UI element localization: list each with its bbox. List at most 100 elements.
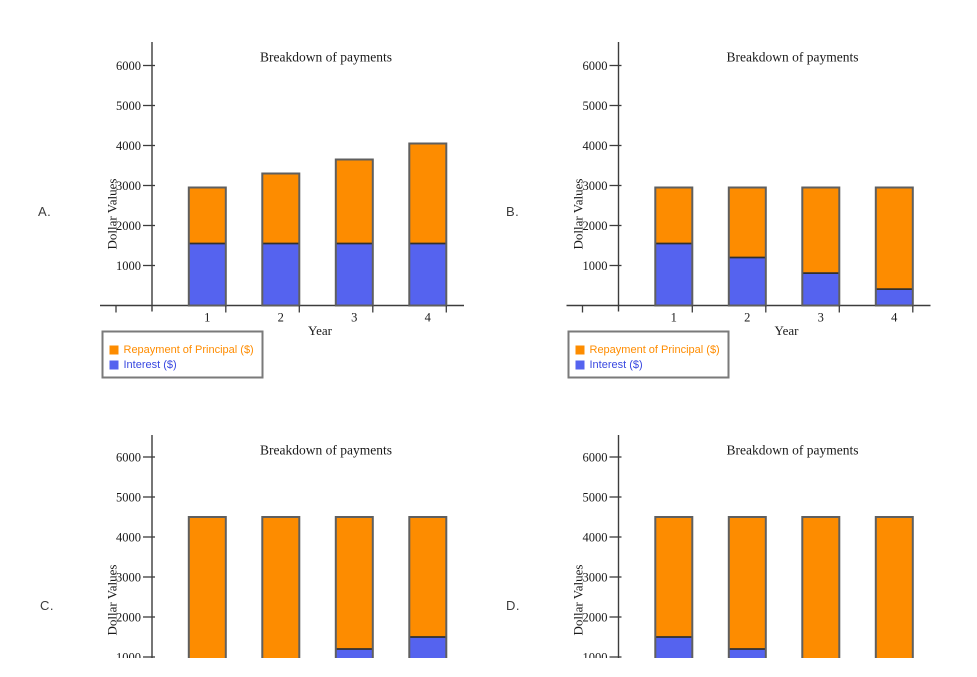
bar-B-year2-principal xyxy=(728,187,766,258)
y-tick-label: 3000 xyxy=(583,179,608,193)
x-tick-label: 3 xyxy=(351,311,357,325)
legend-box xyxy=(101,330,264,379)
y-axis-title: Dollar Values xyxy=(105,179,120,250)
legend-swatch xyxy=(109,360,119,370)
option-letter-b: B. xyxy=(506,204,520,219)
y-tick-label: 5000 xyxy=(116,99,141,113)
y-tick-label: 1000 xyxy=(116,651,141,665)
bar-B-year3-principal xyxy=(802,187,840,274)
legend-label: Repayment of Principal ($) xyxy=(124,344,254,356)
bar-C-year2-principal xyxy=(262,517,300,658)
bar-C-year3-interest xyxy=(335,649,373,658)
bar-A-year3-principal xyxy=(335,159,373,244)
legend-label: Interest ($) xyxy=(124,359,177,371)
legend-label: Interest ($) xyxy=(590,359,643,371)
bar-outline xyxy=(187,186,227,307)
bar-A-year1-interest xyxy=(188,243,226,306)
y-tick-label: 6000 xyxy=(116,451,141,465)
bar-C-year1-principal xyxy=(188,517,226,658)
chart-title: Breakdown of payments xyxy=(260,50,392,65)
y-tick-label: 4000 xyxy=(116,139,141,153)
bar-B-year1-principal xyxy=(655,187,693,244)
bar-A-year2-principal xyxy=(262,173,300,244)
legend-swatch xyxy=(109,345,119,355)
bar-outline xyxy=(874,516,914,658)
y-tick-label: 6000 xyxy=(116,59,141,73)
chart-A: Breakdown of payments 1000 2000 3000 4000 500… xyxy=(100,42,464,379)
bar-outline xyxy=(654,186,694,307)
chart-B: Breakdown of payments 1000 2000 3000 4000 500… xyxy=(566,42,931,379)
x-tick-label: 2 xyxy=(278,311,284,325)
legend-box xyxy=(567,330,730,379)
y-tick-label: 3000 xyxy=(116,571,141,585)
legend-swatch xyxy=(575,345,585,355)
y-tick-label: 5000 xyxy=(583,99,608,113)
bar-A-year1-principal xyxy=(188,187,226,244)
bar-A-year2-interest xyxy=(262,243,300,306)
bar-D-year4-principal xyxy=(875,517,913,658)
y-tick-label: 5000 xyxy=(116,491,141,505)
x-tick-label: 3 xyxy=(818,311,824,325)
bar-A-year4-interest xyxy=(409,243,447,306)
y-tick-label: 1000 xyxy=(583,651,608,665)
y-axis-title: Dollar Values xyxy=(571,179,586,250)
bar-D-year2-interest xyxy=(728,649,766,658)
bar-D-year1-principal xyxy=(655,517,693,637)
x-axis-title: Year xyxy=(775,323,800,338)
y-tick-label: 4000 xyxy=(116,531,141,545)
bar-D-year3-principal xyxy=(802,517,840,658)
y-tick-label: 1000 xyxy=(583,259,608,273)
y-tick-label: 3000 xyxy=(116,179,141,193)
bar-outline xyxy=(261,516,301,658)
y-tick-label: 2000 xyxy=(583,219,608,233)
bar-outline xyxy=(801,186,841,307)
option-letter-a: A. xyxy=(38,204,52,219)
x-tick-label: 4 xyxy=(425,311,432,325)
y-tick-label: 2000 xyxy=(583,611,608,625)
bar-outline xyxy=(874,186,914,307)
y-tick-label: 5000 xyxy=(583,491,608,505)
y-axis-title: Dollar Values xyxy=(571,565,586,636)
y-tick-label: 4000 xyxy=(583,531,608,545)
bar-outline xyxy=(727,186,767,307)
bar-C-year3-principal xyxy=(335,517,373,649)
x-tick-label: 1 xyxy=(671,311,677,325)
bar-outline xyxy=(261,172,301,307)
chart-title: Breakdown of payments xyxy=(727,443,859,458)
y-axis-title: Dollar Values xyxy=(105,565,120,636)
y-tick-label: 6000 xyxy=(583,451,608,465)
bar-outline xyxy=(334,158,374,307)
bar-outline xyxy=(187,516,227,658)
bar-C-year4-interest xyxy=(409,637,447,658)
option-letter-c: C. xyxy=(40,598,54,613)
bar-outline xyxy=(801,516,841,658)
y-tick-label: 2000 xyxy=(116,611,141,625)
chart-title: Breakdown of payments xyxy=(727,50,859,65)
bar-outline xyxy=(408,142,448,307)
bar-B-year1-interest xyxy=(655,243,693,306)
y-tick-label: 2000 xyxy=(116,219,141,233)
legend-label: Repayment of Principal ($) xyxy=(590,344,720,356)
bar-D-year1-interest xyxy=(655,637,693,658)
chart-title: Breakdown of payments xyxy=(260,443,392,458)
y-tick-label: 3000 xyxy=(583,571,608,585)
y-tick-label: 6000 xyxy=(583,59,608,73)
y-tick-label: 1000 xyxy=(116,259,141,273)
x-axis-title: Year xyxy=(308,323,333,338)
bar-D-year2-principal xyxy=(728,517,766,649)
chart-D: Breakdown of payments 1000 2000 3000 4000 500… xyxy=(571,435,914,665)
bar-B-year4-interest xyxy=(875,289,913,306)
bar-C-year4-principal xyxy=(409,517,447,637)
bar-B-year4-principal xyxy=(875,187,913,290)
x-tick-label: 4 xyxy=(891,311,898,325)
x-tick-label: 2 xyxy=(744,311,750,325)
bar-outline xyxy=(727,516,767,658)
bar-outline xyxy=(334,516,374,658)
x-tick-label: 1 xyxy=(204,311,210,325)
legend-swatch xyxy=(575,360,585,370)
bar-B-year3-interest xyxy=(802,273,840,306)
bar-outline xyxy=(408,516,448,658)
y-tick-label: 4000 xyxy=(583,139,608,153)
bar-A-year4-principal xyxy=(409,143,447,244)
